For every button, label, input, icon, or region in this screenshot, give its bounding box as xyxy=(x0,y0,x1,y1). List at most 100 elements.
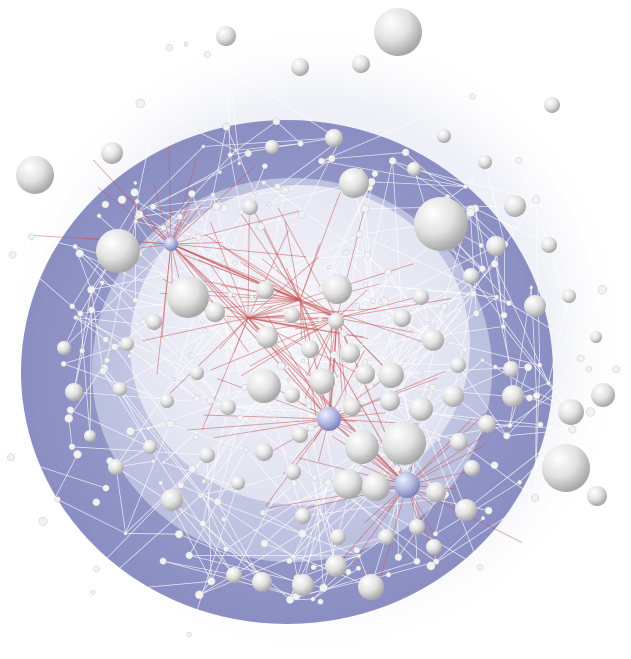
network-node xyxy=(88,306,96,314)
network-node xyxy=(38,516,48,526)
network-node xyxy=(177,481,185,489)
core-edge xyxy=(240,317,338,377)
network-node xyxy=(502,385,524,407)
network-edge xyxy=(430,497,536,567)
network-edge xyxy=(202,523,263,583)
network-edge xyxy=(506,358,581,437)
network-node xyxy=(311,474,319,481)
network-node xyxy=(135,98,145,108)
network-node xyxy=(284,387,300,403)
network-node xyxy=(494,294,500,300)
network-edge xyxy=(12,254,81,314)
network-node xyxy=(328,154,336,163)
network-node xyxy=(285,464,301,480)
network-node xyxy=(188,352,195,359)
network-edge xyxy=(238,471,294,489)
network-node xyxy=(87,285,96,294)
core-edge xyxy=(169,317,249,394)
network-edge xyxy=(217,501,360,557)
network-edge xyxy=(237,206,251,297)
network-node xyxy=(108,459,124,475)
network-edge xyxy=(125,423,171,534)
network-edge xyxy=(223,262,338,290)
network-edge xyxy=(319,319,345,364)
core-edge xyxy=(247,317,308,331)
core-edge xyxy=(336,298,452,319)
network-edge xyxy=(229,121,277,156)
network-node xyxy=(166,419,175,429)
network-node xyxy=(259,509,266,516)
network-edge xyxy=(435,517,484,562)
network-edge xyxy=(229,154,242,212)
network-node xyxy=(304,397,312,405)
network-edge xyxy=(443,96,473,137)
network-node xyxy=(99,367,107,375)
network-edge xyxy=(178,533,304,586)
core-edge xyxy=(299,299,339,378)
network-edge xyxy=(474,208,512,370)
core-edge xyxy=(170,242,222,245)
core-edge xyxy=(406,444,487,486)
network-edge xyxy=(163,560,235,576)
network-node xyxy=(203,51,211,58)
network-edge xyxy=(349,275,472,354)
network-node xyxy=(193,395,201,403)
network-node xyxy=(127,353,132,359)
network-node xyxy=(325,555,347,577)
network-edge xyxy=(392,160,466,187)
network-edge xyxy=(185,43,208,55)
network-node xyxy=(532,392,541,400)
network-node xyxy=(233,148,238,153)
hub-node xyxy=(394,472,420,498)
network-node xyxy=(260,539,269,548)
core-edge xyxy=(250,204,301,301)
core-edge xyxy=(328,349,366,420)
network-node xyxy=(176,213,183,220)
network-node xyxy=(464,460,480,476)
core-edge xyxy=(204,234,301,301)
network-node xyxy=(472,310,480,317)
network-node xyxy=(490,259,499,268)
network-edge xyxy=(75,317,198,374)
network-node xyxy=(149,203,157,210)
network-node xyxy=(484,506,493,515)
network-node xyxy=(292,574,314,596)
network-node xyxy=(143,440,157,454)
network-edge xyxy=(163,216,181,229)
core-edge xyxy=(352,484,408,564)
network-node xyxy=(200,492,205,497)
core-edge xyxy=(170,243,301,301)
network-node xyxy=(353,546,361,554)
core-edge xyxy=(170,243,249,353)
network-node xyxy=(585,365,592,373)
core-edge xyxy=(170,160,197,245)
network-edge xyxy=(534,365,541,498)
network-node xyxy=(158,480,164,486)
network-node xyxy=(401,148,410,157)
network-edge xyxy=(262,512,303,535)
network-node xyxy=(101,142,123,164)
network-edge xyxy=(80,313,198,399)
network-node xyxy=(206,396,215,405)
network-node xyxy=(546,380,551,386)
network-node xyxy=(426,539,442,555)
network-edge xyxy=(548,295,570,384)
network-edge xyxy=(474,208,483,269)
network-node xyxy=(343,249,349,256)
network-node xyxy=(450,433,468,451)
core-edge xyxy=(406,409,490,486)
network-edge xyxy=(264,543,372,588)
network-node xyxy=(355,364,375,384)
network-edge xyxy=(535,199,541,366)
network-node xyxy=(462,183,468,189)
network-node xyxy=(297,529,307,539)
core-edge xyxy=(213,418,330,439)
network-edge xyxy=(474,208,550,246)
network-edge xyxy=(125,532,180,535)
network-edge xyxy=(419,306,445,413)
network-edge xyxy=(153,321,229,408)
network-node xyxy=(210,192,216,198)
network-edge xyxy=(548,244,581,359)
network-node xyxy=(307,424,315,432)
